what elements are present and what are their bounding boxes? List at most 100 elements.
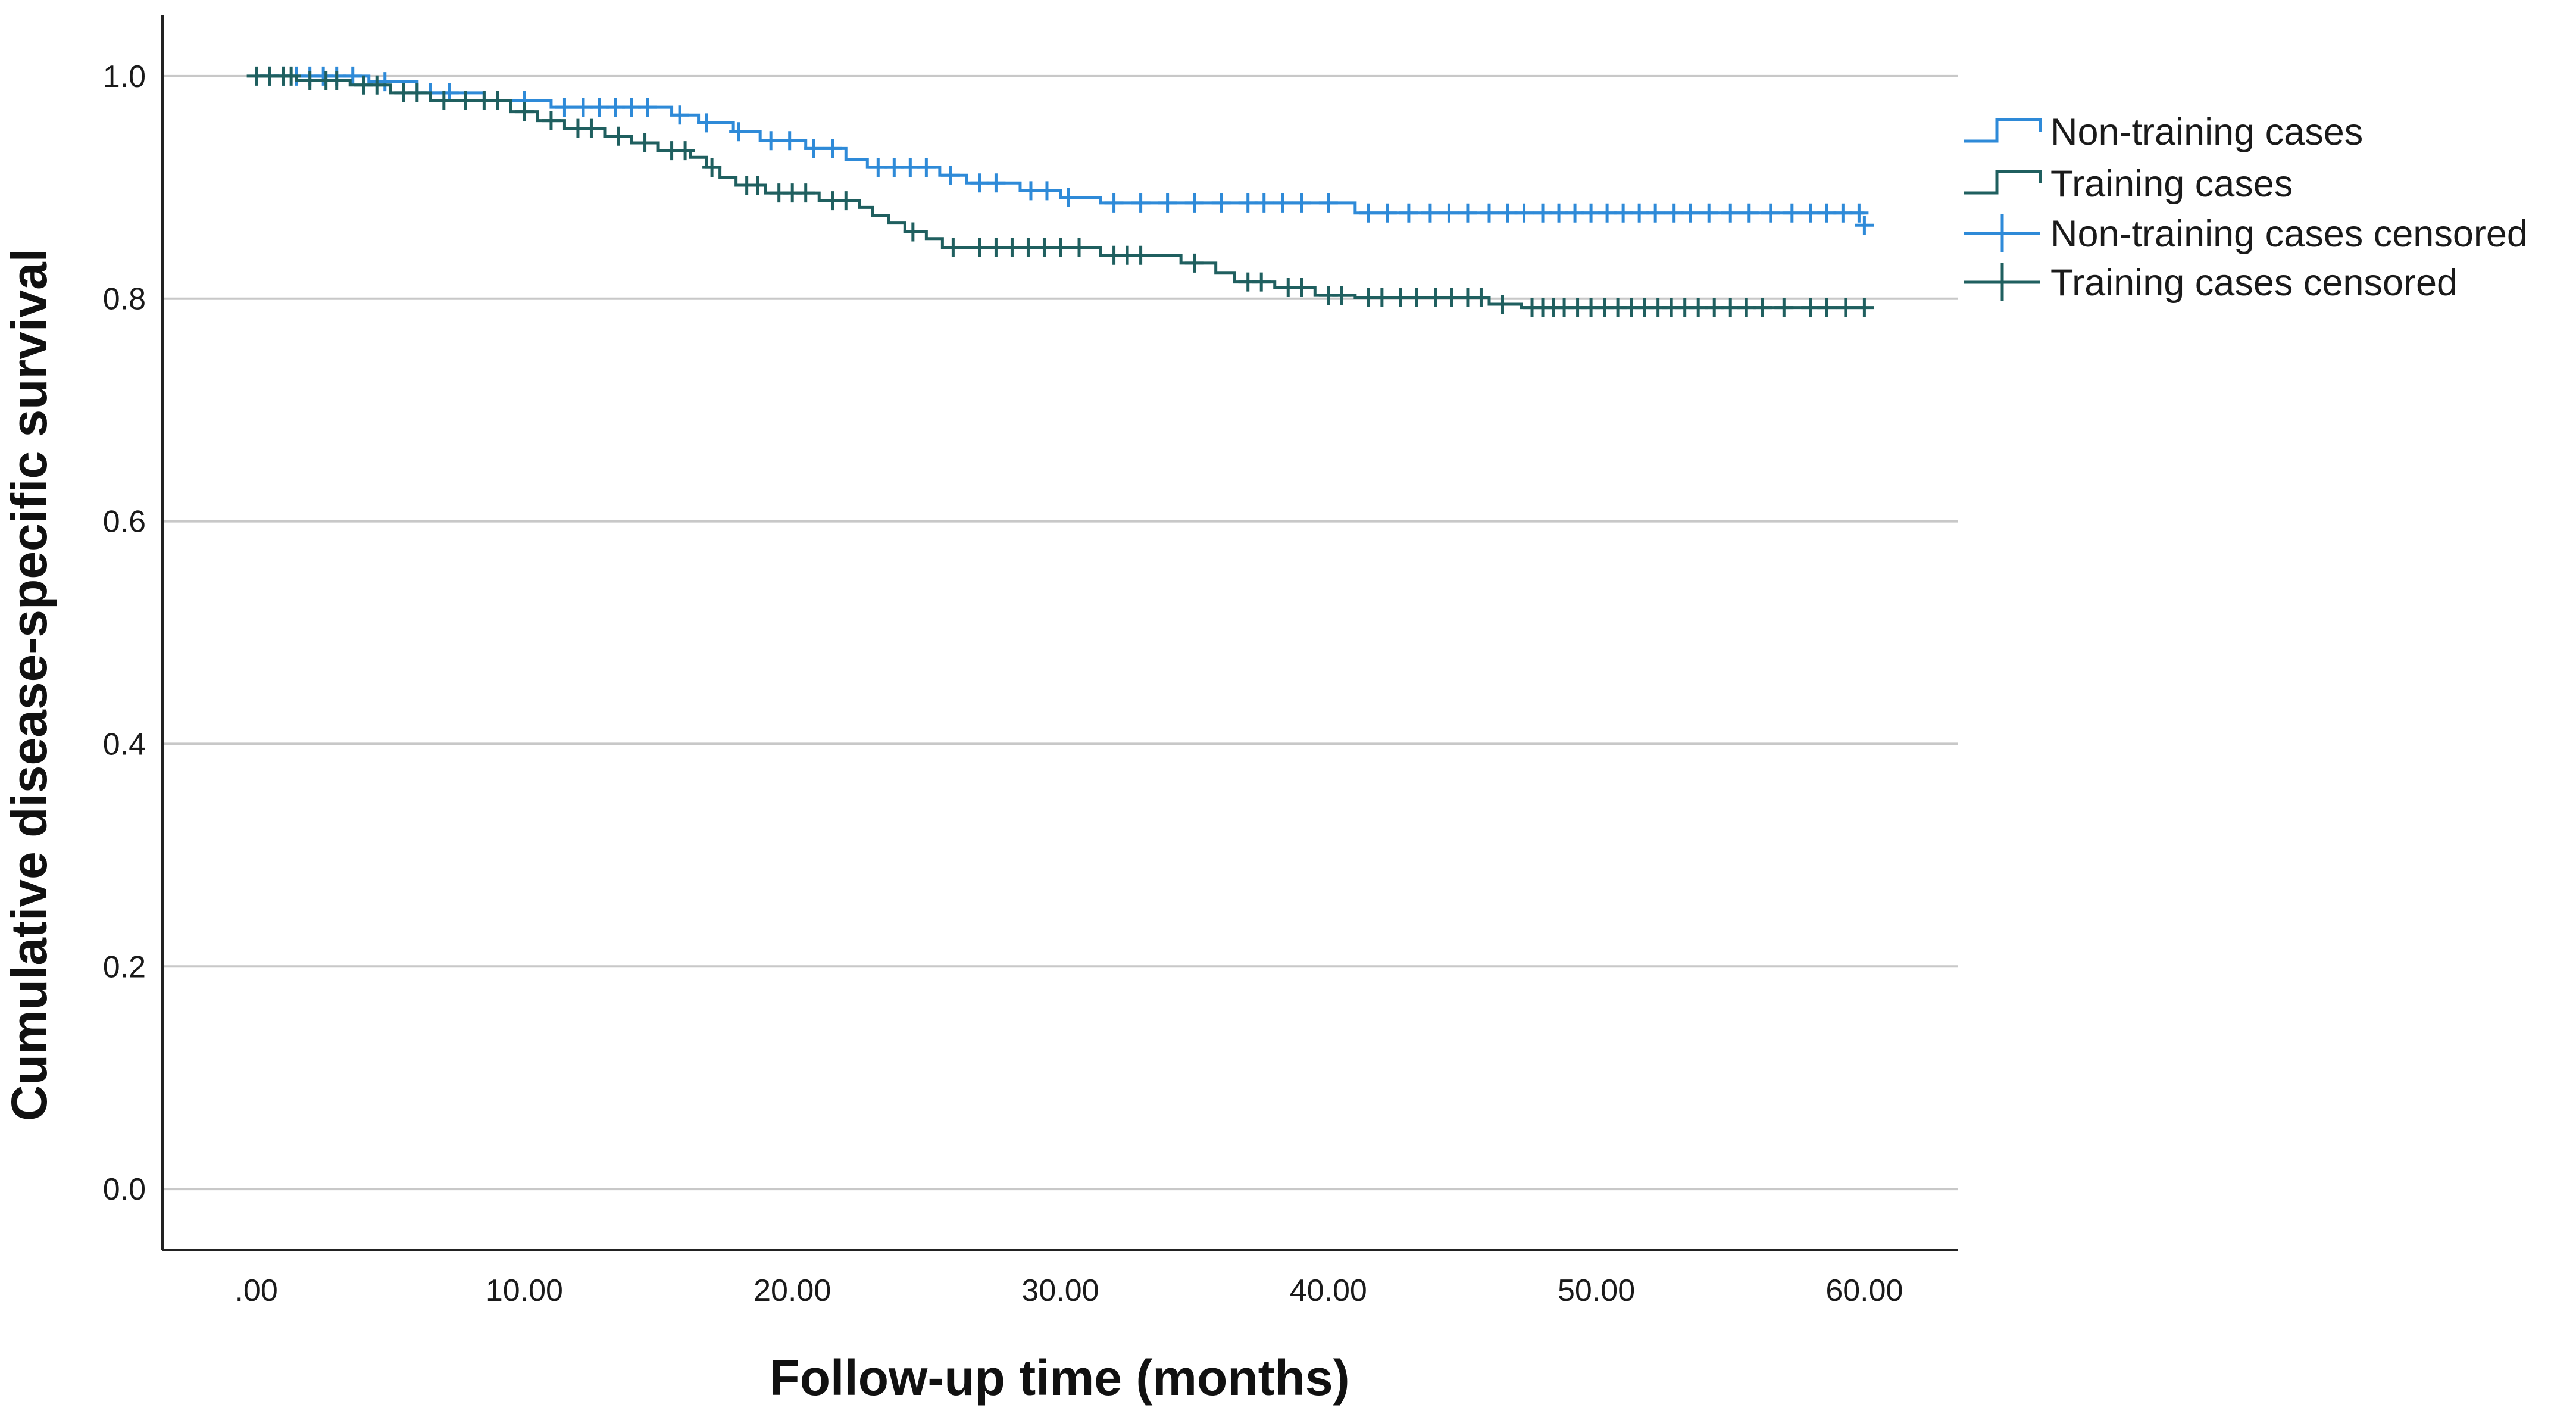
censor-mark-non-training <box>901 158 920 177</box>
censor-mark-non-training <box>1184 193 1204 213</box>
censor-mark-non-training <box>555 98 574 117</box>
censor-mark-non-training <box>1581 203 1601 223</box>
legend-item-0: Non-training cases <box>1964 111 2363 153</box>
y-tick-labels: 0.0 0.2 0.4 0.6 0.8 1.0 <box>103 60 146 1207</box>
legend-item-3: Training cases censored <box>1964 262 2458 304</box>
x-tick-label: 40.00 <box>1290 1273 1367 1308</box>
censor-mark-non-training <box>697 113 717 133</box>
censor-mark-training <box>1753 298 1772 317</box>
y-tick-label: 0.6 <box>103 505 146 539</box>
censor-mark-training <box>943 238 963 257</box>
legend-step-swatch <box>1964 170 2042 195</box>
censor-mark-training <box>1391 288 1411 307</box>
censor-mark-non-training <box>1549 203 1569 223</box>
censor-mark-non-training <box>1739 203 1759 223</box>
censor-mark-non-training <box>986 173 1006 193</box>
x-tick-label: 30.00 <box>1021 1273 1099 1308</box>
censor-mark-training <box>541 111 561 130</box>
censor-mark-non-training <box>1059 188 1078 207</box>
censor-mark-training <box>748 176 767 195</box>
censor-mark-training <box>582 118 601 138</box>
censor-mark-training <box>702 158 722 177</box>
censor-mark-training <box>1034 238 1054 257</box>
censor-mark-training <box>282 66 301 86</box>
censor-mark-training <box>1801 298 1821 317</box>
censor-mark-non-training <box>1037 181 1056 201</box>
censor-mark-non-training <box>1680 203 1700 223</box>
censor-mark-non-training <box>1855 216 1874 235</box>
y-tick-label: 0.4 <box>103 727 146 761</box>
censor-mark-training <box>1372 288 1392 307</box>
censor-mark-non-training <box>1359 203 1378 223</box>
censor-mark-non-training <box>606 98 625 117</box>
censor-mark-training <box>487 90 507 110</box>
censor-mark-training <box>836 191 856 211</box>
censor-mark-non-training <box>884 158 904 177</box>
x-tick-label: 50.00 <box>1558 1273 1635 1308</box>
y-tick-label: 1.0 <box>103 60 146 94</box>
censor-mark-training <box>327 71 346 90</box>
censor-mark-non-training <box>1721 203 1740 223</box>
censor-mark-non-training <box>622 98 642 117</box>
censor-mark-training <box>1252 272 1271 292</box>
y-tick-label: 0.2 <box>103 950 146 984</box>
censor-mark-non-training <box>1420 203 1440 223</box>
censor-mark-training <box>1836 298 1855 317</box>
censor-mark-non-training <box>940 166 960 185</box>
legend-censor-swatch <box>1964 214 2040 252</box>
censor-mark-non-training <box>1104 193 1124 213</box>
censor-mark-training <box>1407 288 1427 307</box>
censor-mark-training <box>1855 298 1874 317</box>
censor-mark-training <box>1332 286 1352 305</box>
censor-mark-training <box>1070 238 1089 257</box>
censor-mark-training <box>903 222 923 242</box>
censor-mark-non-training <box>1761 203 1780 223</box>
censor-mark-non-training <box>780 131 799 151</box>
legend-item-2: Non-training cases censored <box>1964 213 2528 255</box>
censor-mark-training <box>1493 295 1512 314</box>
censor-mark-non-training <box>868 158 888 177</box>
x-tick-label: .00 <box>235 1273 277 1308</box>
censor-mark-non-training <box>1021 181 1040 201</box>
censor-mark-training <box>986 238 1006 257</box>
censor-mark-training <box>367 75 387 95</box>
censor-mark-training <box>1774 298 1794 317</box>
censor-mark-non-training <box>375 72 395 92</box>
legend-label: Non-training cases <box>2050 111 2363 153</box>
x-tick-label: 10.00 <box>486 1273 563 1308</box>
censor-mark-training <box>1292 277 1311 297</box>
censor-mark-training <box>796 183 815 203</box>
censor-mark-non-training <box>804 139 824 158</box>
censor-mark-non-training <box>917 158 936 177</box>
censor-mark-non-training <box>1849 203 1869 223</box>
legend-label: Training cases <box>2050 163 2293 205</box>
censor-mark-non-training <box>1254 193 1274 213</box>
censor-mark-non-training <box>1630 203 1649 223</box>
censor-mark-training <box>676 141 695 161</box>
censor-mark-training <box>1721 298 1740 317</box>
censor-mark-training <box>514 102 534 121</box>
censor-mark-non-training <box>1479 203 1499 223</box>
censor-mark-non-training <box>670 105 690 125</box>
censor-mark-training <box>1689 298 1708 317</box>
censor-mark-non-training <box>638 98 658 117</box>
axes <box>161 15 1958 1251</box>
censor-mark-training <box>1051 238 1070 257</box>
censor-mark-non-training <box>1664 203 1684 223</box>
censor-mark-training <box>455 90 475 110</box>
censor-mark-training <box>300 71 320 90</box>
y-axis-title: Cumulative disease-specific survival <box>1 248 57 1121</box>
censor-mark-non-training <box>1598 203 1617 223</box>
censor-mark-training <box>1442 288 1461 307</box>
censor-mark-training <box>608 126 628 146</box>
censor-mark-non-training <box>1131 193 1151 213</box>
censor-mark-non-training <box>589 98 609 117</box>
censor-mark-non-training <box>970 173 990 193</box>
censor-mark-training <box>1705 298 1724 317</box>
gridlines <box>162 74 1958 1191</box>
censor-mark-training <box>407 83 427 102</box>
censor-mark-non-training <box>1833 203 1853 223</box>
censor-mark-training <box>434 90 454 110</box>
censor-mark-training <box>1425 288 1445 307</box>
